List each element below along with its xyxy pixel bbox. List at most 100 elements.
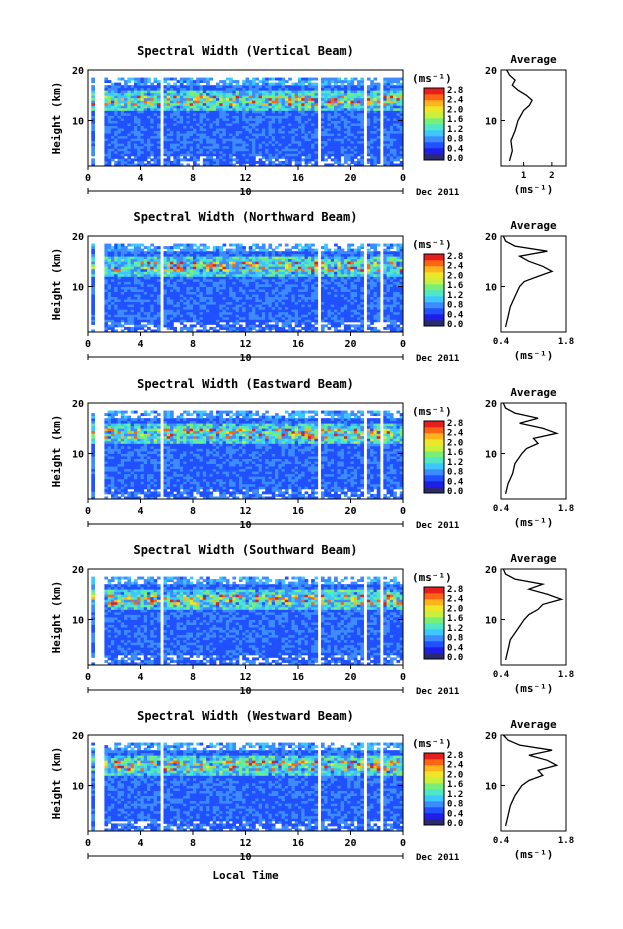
heatmap-cell [314,125,319,129]
heatmap-cell [163,294,168,298]
heatmap-cell [140,130,145,134]
heatmap-cell [189,316,194,320]
heatmap-cell [261,153,266,157]
heatmap-cell [383,133,387,137]
heatmap-cell [137,82,141,86]
heatmap-cell [166,143,171,147]
heatmap-cell [140,128,145,132]
heatmap-cell [298,311,302,315]
heatmap-cell [179,163,184,167]
heatmap-cell [166,105,171,109]
heatmap-cell [311,97,315,101]
heatmap-cell [189,301,194,305]
heatmap-cell [147,163,151,167]
heatmap-cell [248,143,253,147]
heatmap-cell [196,276,200,280]
heatmap-cell [91,160,95,164]
heatmap-cell [117,316,122,320]
heatmap-cell [196,316,200,320]
heatmap-cell [110,135,115,139]
heatmap-cell [350,87,355,91]
heatmap-cell [107,85,112,89]
heatmap-cell [147,123,151,126]
heatmap-cell [163,112,168,116]
heatmap-cell [304,304,309,308]
heatmap-cell [166,87,171,91]
heatmap-cell [261,123,266,126]
heatmap-cell [284,115,289,119]
heatmap-cell [238,125,243,129]
heatmap-cell [104,97,109,101]
heatmap-cell [127,102,132,106]
heatmap-cell [350,82,355,86]
heatmap-cell [370,95,374,99]
heatmap-cell [143,314,148,318]
heatmap-cell [156,246,161,250]
heatmap-cell [288,135,292,139]
heatmap-cell [114,125,118,129]
heatmap-cell [222,326,227,330]
heatmap-cell [311,145,315,149]
heatmap-cell [376,158,381,162]
heatmap-cell [275,155,279,159]
heatmap-cell [298,143,302,147]
heatmap-cell [124,143,128,147]
heatmap-cell [147,90,151,94]
heatmap-cell [117,153,122,157]
heatmap-cell [193,90,197,94]
heatmap-cell [347,158,351,162]
heatmap-cell [294,258,299,262]
heatmap-cell [268,82,273,86]
heatmap-cell [275,251,279,255]
heatmap-cell [222,155,227,159]
heatmap-cell [271,135,276,139]
heatmap-cell [156,100,161,104]
heatmap-cell [225,100,230,104]
heatmap-cell [281,143,286,147]
heatmap-cell [137,261,141,265]
heatmap-cell [235,316,240,320]
heatmap-cell [212,258,217,262]
heatmap-cell [193,87,197,91]
heatmap-cell [104,130,109,134]
heatmap-cell [232,150,237,154]
heatmap-cell [215,319,220,323]
heatmap-cell [196,123,200,126]
heatmap-cell [91,268,95,272]
heatmap-cell [147,278,151,282]
heatmap-cell [176,145,181,149]
heatmap-cell [271,309,276,313]
heatmap-cell [271,261,276,265]
heatmap-cell [176,102,181,106]
heatmap-cell [232,248,237,252]
heatmap-cell [179,105,184,109]
heatmap-cell [238,306,243,310]
heatmap-cell [170,314,174,318]
heatmap-cell [215,115,220,119]
heatmap-cell [133,268,138,272]
heatmap-cell [209,276,214,280]
heatmap-cell [347,130,351,134]
heatmap-cell [219,271,223,275]
heatmap-cell [288,296,292,300]
heatmap-cell [373,115,378,119]
heatmap-cell [268,95,273,99]
heatmap-cell [327,118,332,121]
heatmap-cell [370,110,374,114]
heatmap-cell [147,140,151,144]
heatmap-cell [288,248,292,252]
heatmap-cell [298,138,302,142]
heatmap-cell [215,158,220,162]
heatmap-cell [130,284,135,287]
heatmap-cell [163,118,168,121]
heatmap-cell [314,130,319,134]
heatmap-cell [179,248,184,252]
heatmap-cell [183,148,187,152]
heatmap-cell [183,296,187,300]
heatmap-cell [360,148,365,152]
heatmap-cell [301,153,305,157]
heatmap-cell [304,145,309,149]
heatmap-cell [124,112,128,116]
heatmap-cell [153,145,158,149]
heatmap-cell [147,263,151,267]
